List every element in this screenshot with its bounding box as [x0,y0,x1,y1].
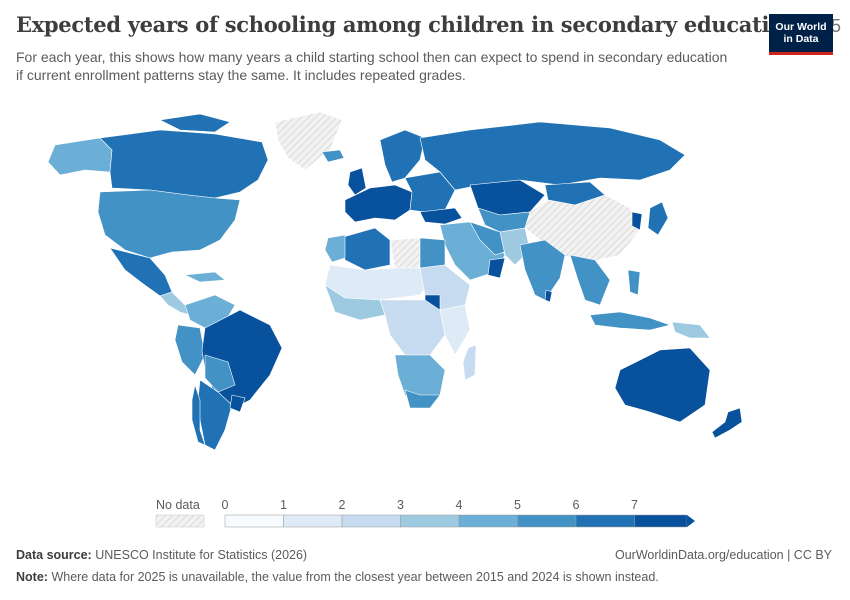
region-indonesia[interactable] [589,311,672,331]
owid-logo[interactable]: Our World in Data [769,14,833,55]
world-map[interactable] [0,100,850,490]
footer-url[interactable]: OurWorldinData.org/education | CC BY [614,548,832,562]
region-greenland[interactable] [274,111,343,171]
region-china[interactable] [524,194,641,263]
region-turkey[interactable] [419,207,463,225]
region-central-africa[interactable] [379,299,446,356]
region-chile[interactable] [191,383,206,446]
chart-subtitle: For each year, this shows how many years… [16,49,728,83]
source-text[interactable]: UNESCO Institute for Statistics (2026) [95,548,308,562]
region-sri-lanka[interactable] [544,289,553,303]
legend-no-data-swatch [155,514,205,528]
data-source: Data source: UNESCO Institute for Statis… [16,548,307,562]
logo-line-1: Our World [775,21,827,33]
region-algeria[interactable] [339,227,391,271]
region-new-zealand[interactable] [711,407,743,439]
legend-bin-3[interactable] [400,514,460,528]
region-arctic-islands[interactable] [159,113,231,133]
region-japan[interactable] [647,201,669,236]
region-united-kingdom[interactable] [347,167,367,196]
legend-bin-6[interactable] [575,514,635,528]
region-united-states[interactable] [97,189,241,259]
region-morocco[interactable] [324,234,346,263]
region-uruguay[interactable] [229,394,246,413]
region-australia[interactable] [614,347,711,423]
legend-tick-4: 4 [456,498,463,512]
region-caribbean[interactable] [183,271,226,283]
legend: No data 0 1 2 3 4 5 6 7 [155,498,695,528]
legend-tick-6: 6 [573,498,580,512]
region-central-america[interactable] [159,291,191,316]
region-peru[interactable] [174,324,206,376]
region-bolivia[interactable] [204,354,236,393]
note-text: Where data for 2025 is unavailable, the … [51,570,659,584]
region-russia[interactable] [419,121,686,191]
region-south-africa[interactable] [404,389,441,409]
region-western-europe[interactable] [344,184,413,223]
legend-bin-4[interactable] [458,514,518,528]
legend-bin-7[interactable] [634,514,688,528]
region-iceland[interactable] [321,149,345,163]
legend-bin-1[interactable] [283,514,343,528]
region-sahel[interactable] [324,264,433,301]
legend-tick-1: 1 [280,498,287,512]
region-madagascar[interactable] [462,344,477,381]
region-egypt[interactable] [419,237,446,269]
region-iran[interactable] [469,221,511,256]
region-oman[interactable] [487,257,506,279]
note-label: Note: [16,570,48,584]
title-row: Expected years of schooling among childr… [16,12,841,37]
region-papua-new-guinea[interactable] [671,321,711,339]
region-philippines[interactable] [627,269,641,296]
region-korea[interactable] [631,211,643,231]
legend-tick-3: 3 [397,498,404,512]
legend-arrow [687,515,695,527]
logo-line-2: in Data [783,33,819,45]
region-east-africa[interactable] [439,304,471,356]
legend-no-data-label: No data [156,498,200,512]
region-alaska[interactable] [47,137,113,176]
legend-tick-7: 7 [631,498,638,512]
legend-tick-2: 2 [339,498,346,512]
legend-bin-0[interactable] [224,514,284,528]
chart-title: Expected years of schooling among childr… [16,12,841,37]
region-libya[interactable] [389,237,421,269]
region-india[interactable] [519,239,566,301]
legend-bin-5[interactable] [517,514,577,528]
legend-tick-5: 5 [514,498,521,512]
region-southeast-asia[interactable] [569,254,611,306]
legend-tick-0: 0 [222,498,229,512]
footnote: Note: Where data for 2025 is unavailable… [16,570,659,584]
legend-bin-2[interactable] [341,514,401,528]
region-canada[interactable] [99,129,269,199]
region-scandinavia[interactable] [379,129,426,183]
source-label: Data source: [16,548,92,562]
